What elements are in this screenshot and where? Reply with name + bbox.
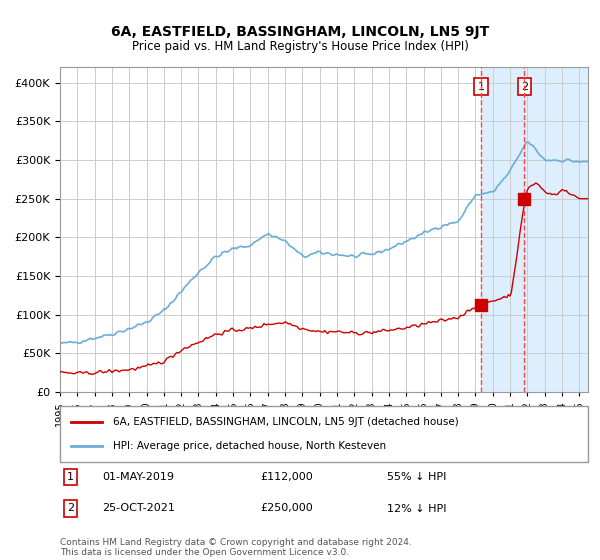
Text: 2: 2 [67, 503, 74, 514]
Text: 2: 2 [521, 82, 528, 91]
Text: HPI: Average price, detached house, North Kesteven: HPI: Average price, detached house, Nort… [113, 441, 386, 451]
Text: £112,000: £112,000 [260, 472, 313, 482]
Text: Contains HM Land Registry data © Crown copyright and database right 2024.
This d: Contains HM Land Registry data © Crown c… [60, 538, 412, 557]
Text: 6A, EASTFIELD, BASSINGHAM, LINCOLN, LN5 9JT: 6A, EASTFIELD, BASSINGHAM, LINCOLN, LN5 … [111, 25, 489, 39]
Text: 55% ↓ HPI: 55% ↓ HPI [388, 472, 447, 482]
Text: 12% ↓ HPI: 12% ↓ HPI [388, 503, 447, 514]
FancyBboxPatch shape [60, 406, 588, 462]
Text: £250,000: £250,000 [260, 503, 313, 514]
Text: 1: 1 [478, 82, 485, 91]
Text: 01-MAY-2019: 01-MAY-2019 [102, 472, 174, 482]
Text: Price paid vs. HM Land Registry's House Price Index (HPI): Price paid vs. HM Land Registry's House … [131, 40, 469, 53]
Text: 25-OCT-2021: 25-OCT-2021 [102, 503, 175, 514]
Text: 6A, EASTFIELD, BASSINGHAM, LINCOLN, LN5 9JT (detached house): 6A, EASTFIELD, BASSINGHAM, LINCOLN, LN5 … [113, 417, 458, 427]
Text: 1: 1 [67, 472, 74, 482]
Bar [481, 67, 588, 392]
